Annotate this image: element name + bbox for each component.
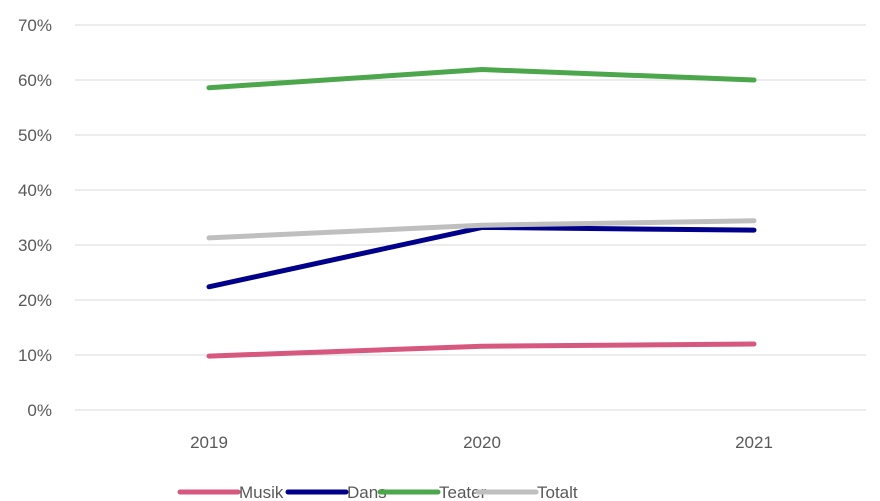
legend-label-teater: Teater xyxy=(439,483,487,501)
y-axis-tick-labels: 0% 10% 20% 30% 40% 50% 60% 70% xyxy=(18,16,52,420)
y-tick-label: 60% xyxy=(18,71,52,90)
legend-label-totalt: Totalt xyxy=(537,483,578,501)
legend: Musik Dans Teater Totalt xyxy=(177,483,578,501)
y-tick-label: 40% xyxy=(18,181,52,200)
legend-label-musik: Musik xyxy=(239,483,284,501)
series-lines xyxy=(206,67,757,359)
x-tick-label: 2019 xyxy=(190,433,228,452)
x-tick-label: 2021 xyxy=(735,433,773,452)
legend-label-dans: Dans xyxy=(347,483,387,501)
series-line-teater xyxy=(206,67,757,91)
series-line-musik xyxy=(206,341,757,359)
x-tick-label: 2020 xyxy=(463,433,501,452)
y-tick-label: 70% xyxy=(18,16,52,35)
y-tick-label: 50% xyxy=(18,126,52,145)
y-tick-label: 10% xyxy=(18,346,52,365)
x-axis-tick-labels: 2019 2020 2021 xyxy=(190,433,773,452)
series-line-totalt xyxy=(206,218,757,241)
gridlines xyxy=(75,24,866,411)
y-tick-label: 30% xyxy=(18,236,52,255)
y-tick-label: 0% xyxy=(27,401,52,420)
y-tick-label: 20% xyxy=(18,291,52,310)
